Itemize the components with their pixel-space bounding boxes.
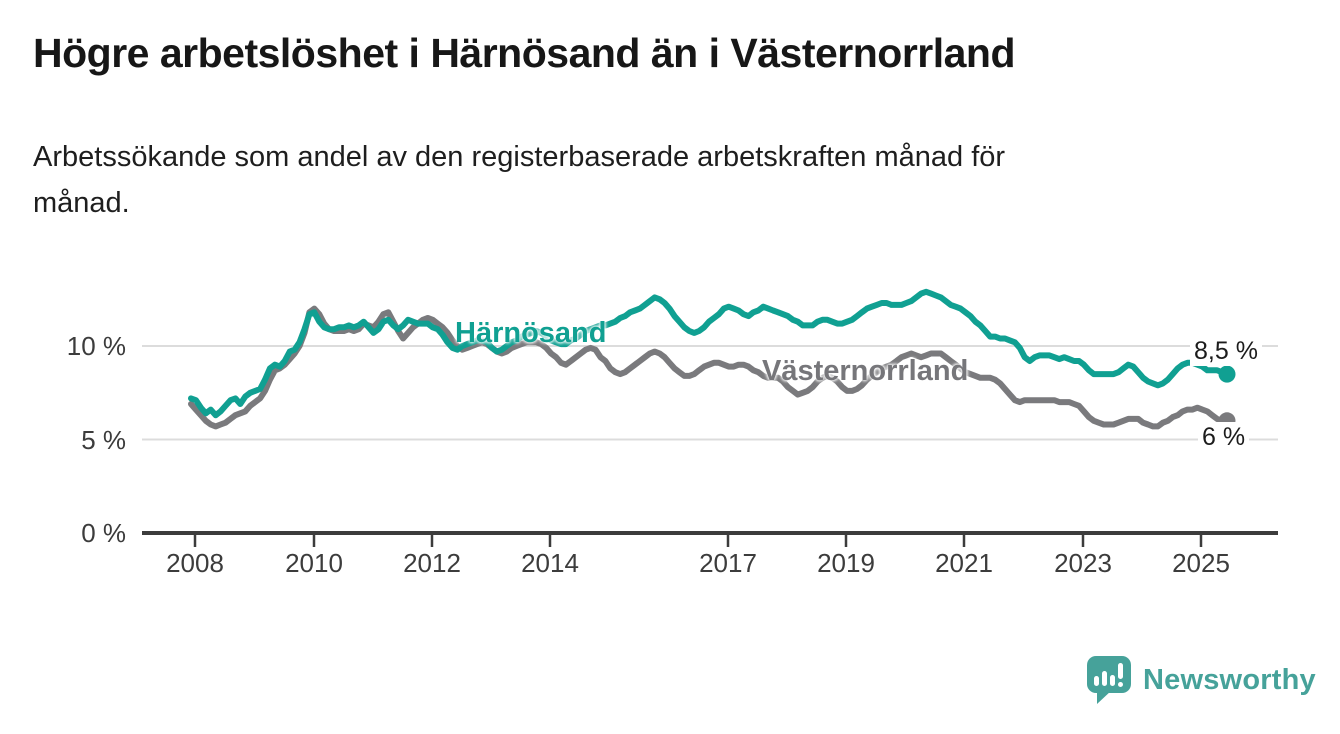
x-tick-2012: 2012 bbox=[403, 548, 461, 578]
series-label-harnosand: Härnösand bbox=[455, 317, 607, 349]
x-tick-2023: 2023 bbox=[1054, 548, 1112, 578]
x-axis-ticks bbox=[193, 535, 1203, 547]
end-value-label-harnosand: 8,5 % bbox=[1190, 336, 1262, 366]
end-value-label-vasternorrland: 6 % bbox=[1198, 422, 1250, 452]
subtitle-line-1: Arbetssökande som andel av den registerb… bbox=[33, 141, 1006, 173]
x-tick-2014: 2014 bbox=[521, 548, 579, 578]
chart-subtitle: Arbetssökande som andel av den registerb… bbox=[33, 134, 1253, 226]
harnosand-line bbox=[188, 288, 1230, 419]
subtitle-line-2: månad. bbox=[33, 187, 130, 219]
y-tick-5: 5 % bbox=[81, 425, 126, 455]
x-tick-2008: 2008 bbox=[166, 548, 224, 578]
x-tick-2019: 2019 bbox=[817, 548, 875, 578]
page-title: Högre arbetslöshet i Härnösand än i Väst… bbox=[33, 30, 1016, 76]
x-tick-2017: 2017 bbox=[699, 548, 757, 578]
x-tick-2021: 2021 bbox=[935, 548, 993, 578]
newsworthy-logo-text: Newsworthy bbox=[1143, 664, 1316, 696]
y-tick-10: 10 % bbox=[66, 331, 126, 361]
newsworthy-logo: Newsworthy bbox=[1086, 655, 1316, 705]
y-tick-0: 0 % bbox=[81, 518, 126, 548]
newsworthy-bubble-chart-icon bbox=[1087, 656, 1131, 704]
series-label-vasternorrland: Västernorrland bbox=[762, 355, 969, 387]
x-tick-2010: 2010 bbox=[285, 548, 343, 578]
x-tick-2025: 2025 bbox=[1172, 548, 1230, 578]
harnosand-end-dot bbox=[1218, 365, 1236, 383]
